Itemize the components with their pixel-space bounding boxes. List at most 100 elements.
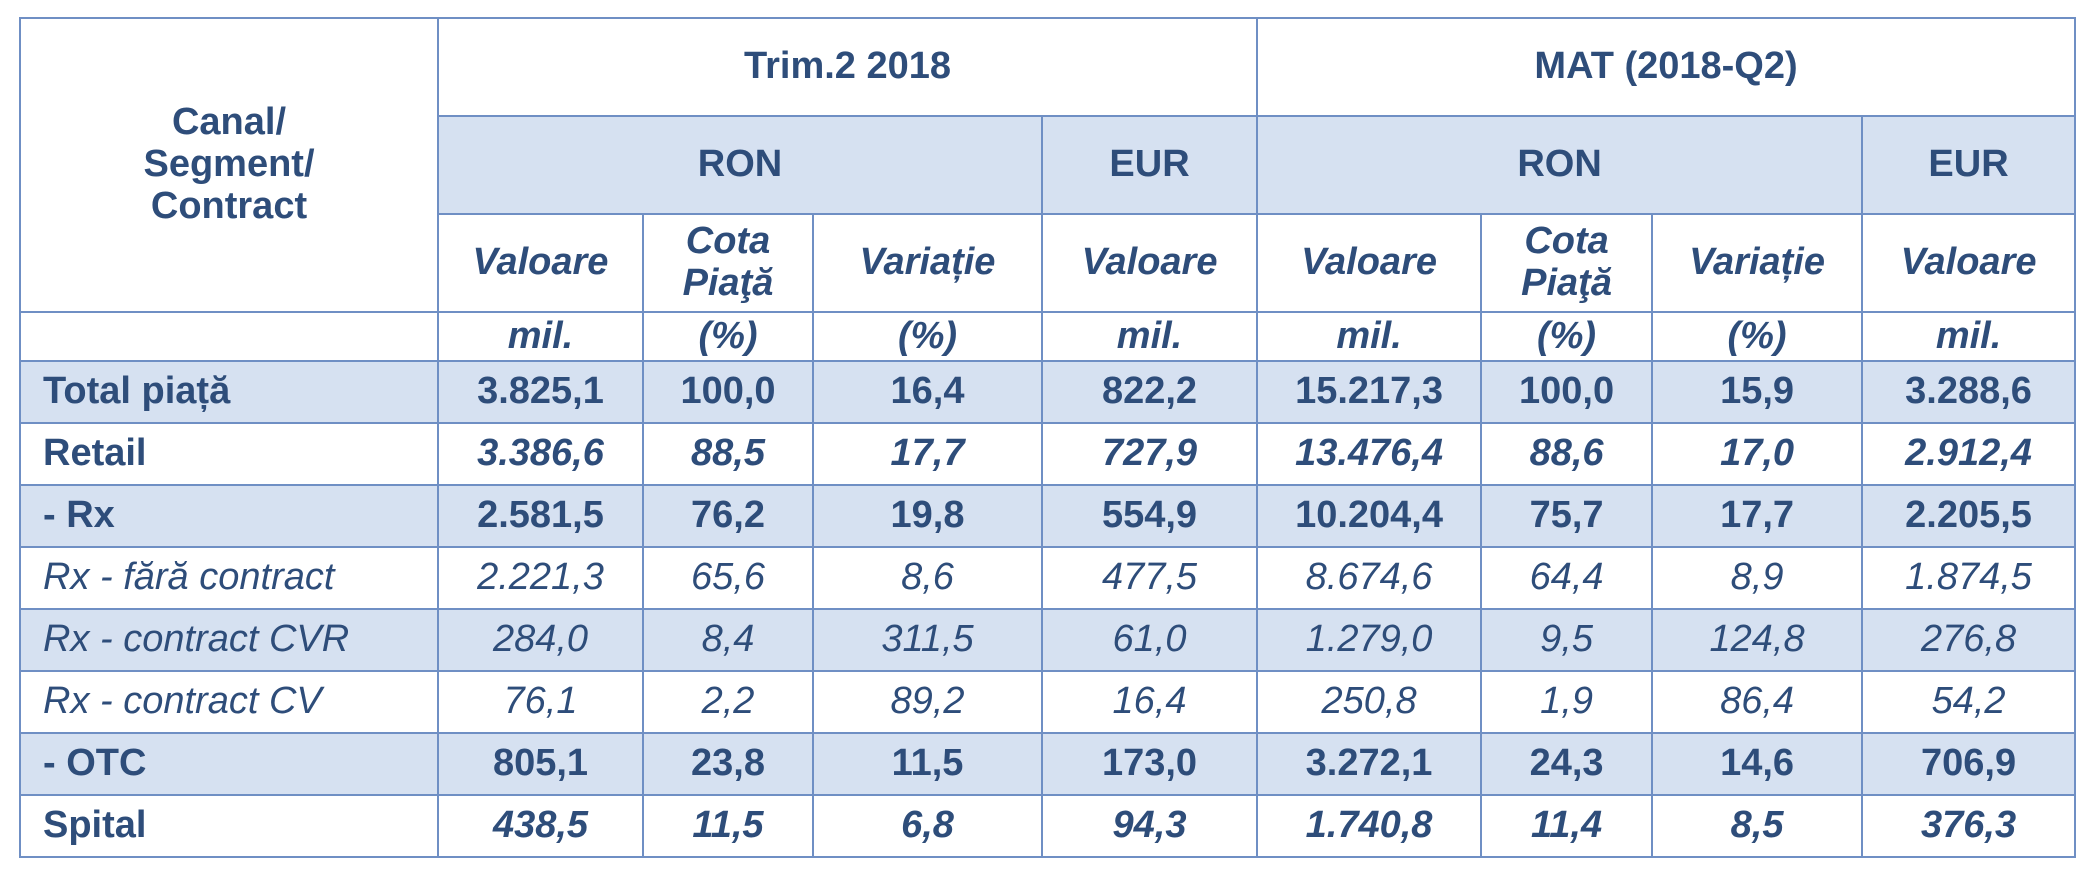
table-cell: 2.912,4 [1861, 422, 2077, 486]
table-row: Rx - contract CVR 284,0 8,4 311,5 61,0 1… [19, 608, 2077, 672]
currency-header: EUR [1040, 115, 1259, 215]
table-row: Total piață 3.825,1 100,0 16,4 822,2 15.… [19, 360, 2077, 424]
table-cell: 9,5 [1480, 608, 1654, 672]
table-cell: 706,9 [1861, 732, 2077, 796]
unit-header: (%) [812, 311, 1043, 362]
table-cell: 3.272,1 [1256, 732, 1483, 796]
row-label: Rx - contract CVR [19, 608, 439, 672]
measure-header: Valoare [1861, 213, 2077, 313]
table-cell: 727,9 [1040, 422, 1259, 486]
period-header-mat: MAT (2018-Q2) [1256, 17, 2077, 117]
table-cell: 14,6 [1651, 732, 1864, 796]
unit-header: (%) [1480, 311, 1654, 362]
measure-header: Cota Piaţă [1480, 213, 1654, 313]
table-cell: 805,1 [437, 732, 644, 796]
table-row: - OTC 805,1 23,8 11,5 173,0 3.272,1 24,3… [19, 732, 2077, 796]
row-label: Rx - contract CV [19, 670, 439, 734]
table-row: Spital 438,5 11,5 6,8 94,3 1.740,8 11,4 … [19, 794, 2077, 858]
row-label: - OTC [19, 732, 439, 796]
table-row: Retail 3.386,6 88,5 17,7 727,9 13.476,4 … [19, 422, 2077, 486]
table-cell: 3.288,6 [1861, 360, 2077, 424]
table-cell: 23,8 [642, 732, 814, 796]
table-cell: 2,2 [642, 670, 814, 734]
measure-header: Variație [812, 213, 1043, 313]
measure-header: Variație [1651, 213, 1864, 313]
table-cell: 8,5 [1651, 794, 1864, 858]
table-cell: 173,0 [1040, 732, 1259, 796]
currency-header: RON [437, 115, 1043, 215]
table-row: Rx - fără contract 2.221,3 65,6 8,6 477,… [19, 546, 2077, 610]
row-label: Retail [19, 422, 439, 486]
unit-header: mil. [1861, 311, 2077, 362]
table-cell: 2.581,5 [437, 484, 644, 548]
table-cell: 76,1 [437, 670, 644, 734]
table-cell: 554,9 [1040, 484, 1259, 548]
unit-header: (%) [642, 311, 814, 362]
table-cell: 3.386,6 [437, 422, 644, 486]
period-header-trim: Trim.2 2018 [436, 17, 1259, 117]
table-cell: 6,8 [812, 794, 1043, 858]
table-cell: 100,0 [642, 360, 814, 424]
table-cell: 822,2 [1040, 360, 1259, 424]
table-cell: 16,4 [1040, 670, 1259, 734]
corner-header: Canal/ Segment/ Contract [19, 17, 439, 313]
table-cell: 64,4 [1480, 546, 1654, 610]
table-cell: 311,5 [812, 608, 1043, 672]
table-cell: 17,7 [812, 422, 1043, 486]
unit-header: mil. [1256, 311, 1483, 362]
table-cell: 1,9 [1480, 670, 1654, 734]
table-cell: 65,6 [642, 546, 814, 610]
table-row: - Rx 2.581,5 76,2 19,8 554,9 10.204,4 75… [19, 484, 2077, 548]
corner-line-3: Contract [150, 184, 308, 227]
header-row-measures: Valoare Cota Piaţă Variație Valoare Valo… [20, 213, 2077, 313]
table-cell: 15,9 [1651, 360, 1864, 424]
table-cell: 2.221,3 [437, 546, 644, 610]
measure-header: Valoare [1040, 213, 1259, 313]
table-cell: 11,5 [642, 794, 814, 858]
table-cell: 24,3 [1480, 732, 1654, 796]
header-row-periods: Canal/ Segment/ Contract Trim.2 2018 MAT… [19, 17, 2077, 313]
row-label: Rx - fără contract [19, 546, 439, 610]
table-cell: 11,5 [812, 732, 1043, 796]
corner-line-1: Canal/ [171, 101, 287, 144]
table-cell: 376,3 [1861, 794, 2077, 858]
corner-line-2: Segment/ [143, 143, 315, 186]
measure-header: Valoare [437, 213, 644, 313]
table-cell: 17,7 [1651, 484, 1864, 548]
table-cell: 284,0 [437, 608, 644, 672]
table-cell: 8.674,6 [1256, 546, 1483, 610]
table-cell: 8,4 [642, 608, 814, 672]
unit-header: mil. [1040, 311, 1259, 362]
table-cell: 61,0 [1040, 608, 1259, 672]
table-cell: 8,9 [1651, 546, 1864, 610]
table-cell: 250,8 [1256, 670, 1483, 734]
currency-header: EUR [1861, 115, 2077, 215]
table-cell: 477,5 [1040, 546, 1259, 610]
table-cell: 1.279,0 [1256, 608, 1483, 672]
table-cell: 438,5 [437, 794, 644, 858]
unit-header: mil. [437, 311, 644, 362]
table-cell: 76,2 [642, 484, 814, 548]
table-cell: 2.205,5 [1861, 484, 2077, 548]
header-row-units: mil. (%) (%) mil. mil. (%) (%) mil. [19, 311, 2077, 362]
table-cell: 54,2 [1861, 670, 2077, 734]
table-cell: 124,8 [1651, 608, 1864, 672]
table-cell: 10.204,4 [1256, 484, 1483, 548]
table-cell: 13.476,4 [1256, 422, 1483, 486]
table-cell: 100,0 [1480, 360, 1654, 424]
market-table-container: Canal/ Segment/ Contract Trim.2 2018 MAT… [19, 17, 2077, 858]
table-cell: 276,8 [1861, 608, 2077, 672]
table-cell: 86,4 [1651, 670, 1864, 734]
table-cell: 11,4 [1480, 794, 1654, 858]
table-cell: 17,0 [1651, 422, 1864, 486]
table-cell: 94,3 [1040, 794, 1259, 858]
table-cell: 75,7 [1480, 484, 1654, 548]
currency-header: RON [1256, 115, 1864, 215]
table-cell: 89,2 [812, 670, 1043, 734]
table-cell: 15.217,3 [1256, 360, 1483, 424]
row-label: Spital [19, 794, 439, 858]
table-cell: 19,8 [812, 484, 1043, 548]
row-label: - Rx [19, 484, 439, 548]
table-cell: 1.740,8 [1256, 794, 1483, 858]
header-row-currencies: RON EUR RON EUR [20, 115, 2077, 215]
